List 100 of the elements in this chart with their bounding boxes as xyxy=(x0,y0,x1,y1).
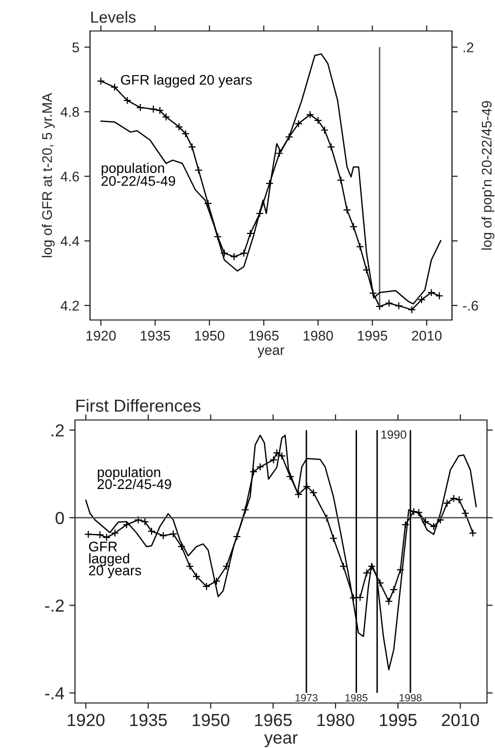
point xyxy=(159,532,168,540)
point xyxy=(368,562,376,570)
point xyxy=(178,542,186,551)
point xyxy=(414,508,423,516)
point xyxy=(418,296,426,304)
point xyxy=(269,456,278,464)
point xyxy=(272,448,281,457)
point xyxy=(96,530,104,539)
point xyxy=(394,302,403,310)
point xyxy=(214,232,222,241)
point xyxy=(396,566,404,574)
point xyxy=(309,488,318,497)
x-axis-title: year xyxy=(264,734,298,748)
x-tick-label: 1980 xyxy=(304,330,333,341)
point xyxy=(294,490,303,498)
x-tick-label: 1995 xyxy=(380,714,417,726)
point xyxy=(468,529,477,538)
point xyxy=(320,126,329,134)
ref-line-label: 1985 xyxy=(346,694,368,702)
y2-tick-label: -.6 xyxy=(463,300,478,311)
x-tick-label: 1980 xyxy=(318,714,354,726)
series-label: population 20-22/45-49 xyxy=(102,162,176,186)
y2-axis-title: log of pop'n 20-22/45-49 xyxy=(481,101,494,250)
point xyxy=(362,266,371,274)
point xyxy=(408,306,416,314)
point xyxy=(110,83,119,92)
chart-title: First Differences xyxy=(76,399,200,412)
point xyxy=(136,104,144,112)
x-tick-label: 1995 xyxy=(358,330,388,341)
point xyxy=(435,292,444,300)
y-tick-label: 4.8 xyxy=(60,107,79,117)
point xyxy=(329,534,338,542)
x-tick-label: 1950 xyxy=(192,714,230,726)
series-label: population 20-22/45-49 xyxy=(98,466,172,490)
point xyxy=(96,77,105,86)
y-tick-label: 4.6 xyxy=(60,172,79,182)
ref-line-label: 1973 xyxy=(296,694,318,702)
point xyxy=(461,509,470,518)
point xyxy=(148,527,156,536)
point xyxy=(275,149,284,158)
point xyxy=(362,568,371,577)
point xyxy=(436,516,444,524)
point xyxy=(188,142,196,151)
point xyxy=(356,593,364,602)
point xyxy=(102,533,111,542)
y-axis-title: log of GFR at t-20, 5 yr.MA xyxy=(42,92,55,258)
y-tick-label: .2 xyxy=(52,424,64,436)
point xyxy=(246,229,254,238)
point xyxy=(204,199,212,208)
point xyxy=(327,142,336,151)
point xyxy=(162,112,170,121)
point xyxy=(156,106,164,114)
point xyxy=(212,577,221,586)
series-label: GFR lagged 20 years xyxy=(121,74,252,88)
point xyxy=(240,249,248,258)
chart-title: Levels xyxy=(91,11,136,23)
point xyxy=(286,472,294,481)
point xyxy=(427,288,436,297)
x-tick-label: 1935 xyxy=(140,330,170,341)
point xyxy=(421,518,430,526)
point xyxy=(356,242,364,251)
point xyxy=(149,105,158,114)
point xyxy=(302,482,311,491)
point xyxy=(256,209,264,218)
x-tick-label: 2010 xyxy=(412,330,442,341)
y-tick-label: 4.2 xyxy=(60,300,79,310)
x-tick-label: 1920 xyxy=(68,714,104,726)
point xyxy=(220,249,228,258)
point xyxy=(241,506,250,514)
point xyxy=(169,530,178,538)
point xyxy=(256,462,264,471)
y-tick-label: 5 xyxy=(72,42,79,52)
x-tick-label: 1950 xyxy=(195,330,224,341)
x-tick-label: 2010 xyxy=(442,714,479,726)
ref-line-label: 1990 xyxy=(381,430,406,439)
point xyxy=(266,179,274,188)
point xyxy=(294,120,303,128)
point xyxy=(384,299,394,308)
ref-line-label: 1998 xyxy=(400,694,422,702)
point xyxy=(202,582,211,590)
point xyxy=(285,132,294,141)
point xyxy=(122,520,131,529)
x-axis-title: year xyxy=(258,347,284,358)
point xyxy=(123,96,132,104)
x-tick-label: 1935 xyxy=(130,714,167,726)
point xyxy=(430,522,438,530)
point xyxy=(222,562,231,570)
y-tick-label: 4.4 xyxy=(60,236,80,246)
point xyxy=(339,562,348,570)
point xyxy=(369,289,378,298)
point xyxy=(350,222,358,231)
x-tick-label: 1965 xyxy=(255,714,292,726)
point xyxy=(278,452,286,460)
point xyxy=(336,176,345,184)
point xyxy=(342,206,352,214)
point xyxy=(232,532,241,541)
point xyxy=(250,468,258,476)
point xyxy=(84,530,92,538)
point xyxy=(175,122,184,131)
point xyxy=(182,130,190,138)
